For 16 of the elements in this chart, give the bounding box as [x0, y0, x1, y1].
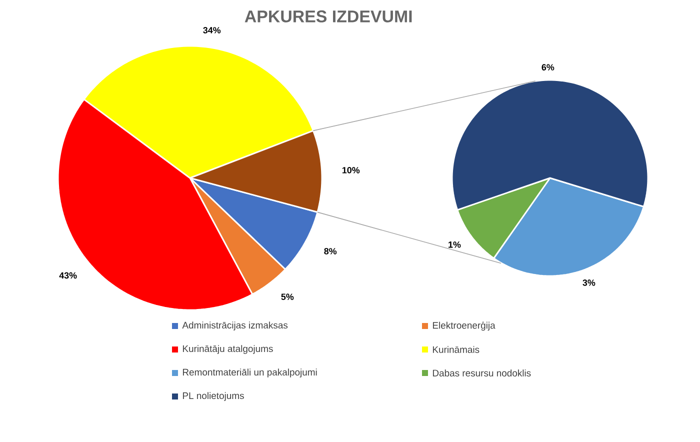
chart-title: APKURES IZDEVUMI: [244, 10, 412, 22]
legend-label: Administrācijas izmaksas: [182, 322, 288, 330]
data-label: 5%: [281, 294, 294, 300]
legend-label: PL nolietojums: [182, 392, 244, 401]
legend-label: Kurināmais: [432, 346, 480, 353]
data-label: 34%: [203, 27, 221, 34]
data-label: 8%: [324, 248, 337, 254]
legend-label: Remontmateriāli un pakalpojumi: [182, 368, 317, 378]
legend-label: Kurinātāju atalgojums: [182, 345, 273, 354]
data-label: 43%: [59, 272, 77, 279]
data-label: 1%: [448, 241, 461, 248]
legend-label: Elektroenerģija: [432, 321, 496, 331]
data-label: 3%: [582, 280, 596, 286]
data-label: 6%: [542, 64, 554, 70]
data-label: 10%: [342, 167, 360, 174]
legend-label: Dabas resursu nodoklis: [432, 370, 531, 376]
